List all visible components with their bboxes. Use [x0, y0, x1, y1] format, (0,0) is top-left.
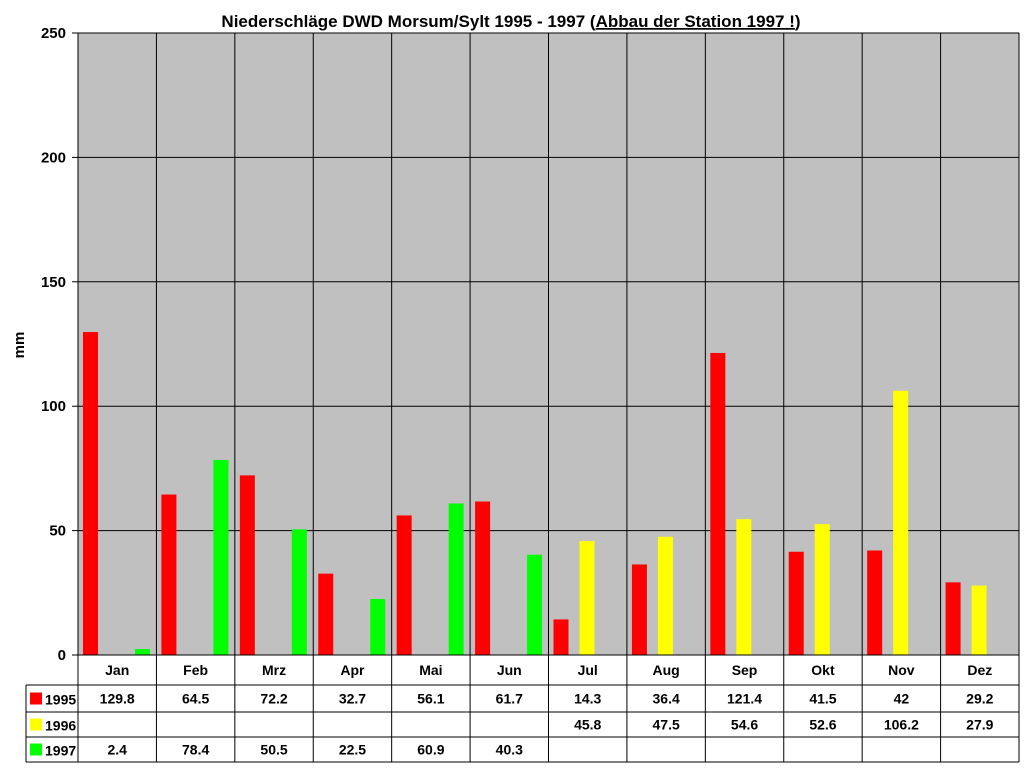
bar-1996-Okt	[814, 524, 830, 655]
bar-1995-Jan	[83, 332, 98, 655]
table-cell: 2.4	[107, 742, 127, 758]
y-tick-label: 100	[41, 398, 66, 415]
table-cell: 45.8	[574, 717, 601, 733]
y-tick-label: 200	[41, 149, 66, 166]
bar-1997-Mrz	[291, 529, 307, 655]
y-axis-label: mm	[11, 332, 28, 359]
category-label: Jun	[497, 662, 522, 678]
table-cell: 54.6	[731, 717, 758, 733]
bar-1995-Sep	[710, 352, 726, 655]
table-cell: 14.3	[574, 691, 601, 707]
table-cell: 36.4	[653, 691, 680, 707]
bar-1997-Jun	[527, 554, 543, 655]
bar-1997-Apr	[370, 599, 386, 655]
table-cell: 47.5	[653, 717, 680, 733]
bar-1995-Jul	[553, 619, 569, 655]
table-cell: 22.5	[339, 742, 366, 758]
bar-1997-Mai	[448, 503, 464, 655]
table-cell: 52.6	[809, 717, 836, 733]
y-tick-label: 150	[41, 274, 66, 291]
table-cell: 50.5	[260, 742, 287, 758]
bar-1997-Jan	[135, 649, 150, 655]
category-label: Jul	[578, 662, 598, 678]
bar-1997-Feb	[213, 459, 229, 655]
legend-label: 1996	[45, 718, 76, 734]
bar-1995-Mrz	[239, 475, 255, 655]
table-cell: 129.8	[100, 691, 135, 707]
table-cell: 40.3	[496, 742, 523, 758]
table-cell: 121.4	[727, 691, 762, 707]
bar-1995-Nov	[867, 550, 883, 655]
table-cell: 41.5	[809, 691, 836, 707]
table-cell: 42	[894, 691, 910, 707]
bar-1996-Sep	[736, 519, 752, 655]
category-label: Okt	[811, 662, 835, 678]
bar-1995-Feb	[161, 494, 177, 655]
table-cell: 61.7	[496, 691, 523, 707]
bar-1995-Mai	[396, 515, 412, 655]
table-cell: 29.2	[966, 691, 993, 707]
category-label: Feb	[183, 662, 208, 678]
y-tick-label: 0	[58, 647, 66, 664]
category-label: Jan	[105, 662, 129, 678]
bar-1995-Okt	[788, 551, 804, 655]
legend-key-1996	[30, 718, 42, 731]
plot-area: 0 50 100 150 200 250	[41, 25, 1020, 664]
legend-label: 1997	[45, 743, 76, 759]
y-tick-label: 50	[49, 523, 66, 540]
y-tick-label: 250	[41, 25, 66, 42]
bar-1996-Aug	[657, 536, 673, 655]
table-cell: 78.4	[182, 742, 209, 758]
bar-1995-Apr	[318, 573, 334, 655]
category-label: Dez	[967, 662, 992, 678]
table-cell: 60.9	[417, 742, 444, 758]
data-table: Jan Feb Mrz Apr Mai Jun Jul Aug Sep Okt Nov Dez 1995…	[25, 33, 1020, 763]
category-label: Mrz	[262, 662, 286, 678]
table-cell: 27.9	[966, 717, 993, 733]
table-cell: 64.5	[182, 691, 209, 707]
category-label: Apr	[340, 662, 365, 678]
category-label: Aug	[653, 662, 680, 678]
table-cell: 32.7	[339, 691, 366, 707]
legend-key-1995	[30, 692, 42, 705]
legend-label: 1995	[45, 692, 76, 708]
bar-1996-Dez	[971, 585, 987, 655]
table-cell: 72.2	[260, 691, 287, 707]
table-cell: 56.1	[417, 691, 444, 707]
bar-1995-Aug	[631, 564, 647, 655]
bar-1996-Nov	[893, 390, 909, 655]
chart-title-underlined: Abbau der Station 1997 !	[596, 12, 795, 31]
chart-title: Niederschläge DWD Morsum/Sylt 1995 - 199…	[221, 12, 800, 31]
table-cell: 106.2	[884, 717, 919, 733]
bar-1995-Dez	[945, 582, 961, 655]
category-label: Sep	[732, 662, 758, 678]
category-label: Mai	[419, 662, 442, 678]
bar-1996-Jul	[579, 541, 595, 655]
bar-1995-Jun	[475, 501, 491, 655]
legend-key-1997	[30, 743, 42, 756]
category-label: Nov	[888, 662, 915, 678]
